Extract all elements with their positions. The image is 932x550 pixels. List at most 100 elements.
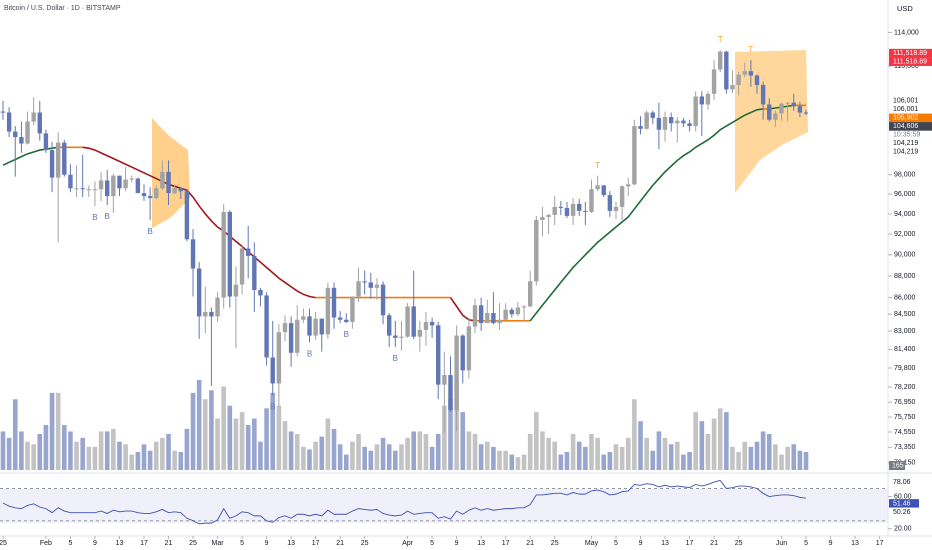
- volume-bar: [405, 437, 410, 470]
- candle-body: [154, 188, 159, 199]
- candle-body: [270, 357, 275, 384]
- x-tick-label: 13: [287, 540, 295, 547]
- x-tick-label: 9: [93, 540, 97, 547]
- volume-bar: [380, 437, 386, 470]
- y-tick-label: 114,000: [894, 29, 919, 36]
- candle-body: [791, 102, 796, 107]
- volume-bar: [644, 437, 649, 470]
- candle-body: [215, 297, 220, 317]
- rsi-badge-label: 50.26: [893, 509, 911, 516]
- x-tick-label: 5: [68, 540, 72, 547]
- volume-bar: [668, 444, 674, 470]
- volume-bar: [748, 446, 754, 470]
- volume-bar: [570, 434, 576, 470]
- x-tick-label: 5: [804, 540, 808, 547]
- candle-body: [626, 184, 631, 187]
- volume-bar: [564, 452, 570, 470]
- candle-body: [123, 179, 128, 189]
- price-badge: [889, 96, 932, 106]
- candle-body: [619, 186, 625, 207]
- signal-label: B: [92, 213, 97, 222]
- candle-body: [632, 126, 637, 185]
- y-tick-label: 88,000: [894, 273, 916, 280]
- volume-bar: [632, 399, 637, 470]
- candle-body: [460, 335, 465, 371]
- candle-body: [209, 311, 214, 317]
- volume-bar: [448, 399, 453, 470]
- volume-bar: [773, 444, 778, 470]
- signal-label: B: [393, 354, 398, 363]
- volume-bar: [68, 431, 73, 470]
- candle-body: [521, 306, 527, 308]
- volume-bar: [190, 392, 196, 470]
- candle-body: [754, 75, 760, 86]
- candle-body: [748, 71, 754, 76]
- price-badge-label: 111,518.89: [893, 50, 927, 57]
- volume-bar: [601, 454, 607, 470]
- volume-bar: [37, 434, 43, 470]
- volume-bar: [55, 392, 61, 470]
- candle-body: [767, 104, 772, 120]
- volume-bar: [350, 441, 355, 470]
- volume-bar: [123, 444, 128, 470]
- candle-body: [448, 375, 453, 411]
- price-badge: [889, 147, 932, 157]
- volume-bar: [215, 418, 220, 470]
- candle-body: [485, 313, 490, 324]
- candle-body: [276, 332, 282, 384]
- candle-body: [540, 216, 545, 220]
- volume-bar: [356, 434, 361, 470]
- x-tick-label: 9: [829, 540, 833, 547]
- candle-body: [613, 206, 619, 211]
- candle-body: [288, 323, 294, 353]
- y-tick-label: 94,000: [894, 211, 916, 218]
- candle-body: [55, 142, 61, 178]
- x-tick-label: 25: [0, 540, 7, 547]
- y-tick-label: 75,750: [894, 414, 916, 421]
- volume-bar: [337, 444, 343, 470]
- x-tick-label: Jun: [776, 540, 787, 547]
- x-tick-label: 13: [477, 540, 485, 547]
- volume-bar: [147, 450, 153, 470]
- volume-bar: [491, 446, 496, 470]
- candle-body: [141, 193, 147, 197]
- candle-body: [797, 106, 803, 113]
- x-tick-label: 17: [876, 540, 884, 547]
- projection-cone: [735, 50, 808, 193]
- volume-bar: [343, 454, 349, 470]
- volume-bar: [31, 444, 36, 470]
- volume-bar: [552, 441, 557, 470]
- candle-body: [736, 74, 741, 86]
- x-tick-label: 17: [140, 540, 148, 547]
- candle-body: [350, 296, 355, 322]
- volume-bar: [98, 431, 104, 470]
- price-badge: [889, 57, 932, 66]
- candle-body: [724, 51, 729, 90]
- rsi-badge: [889, 477, 919, 487]
- rsi-band: [0, 489, 888, 523]
- candle-body: [233, 284, 239, 297]
- candle-body: [62, 142, 67, 175]
- x-tick-label: Feb: [40, 540, 52, 547]
- candle-body: [43, 133, 49, 151]
- currency-label[interactable]: USD: [897, 4, 913, 13]
- volume-bar: [141, 444, 147, 470]
- candle-body: [337, 317, 343, 320]
- x-tick-label: 5: [430, 540, 434, 547]
- volume-bar: [515, 457, 521, 470]
- candle-body: [196, 268, 202, 317]
- volume-bar: [705, 434, 711, 470]
- price-badge-label: 104,219: [893, 149, 918, 156]
- volume-bar: [301, 446, 306, 470]
- candle-body: [681, 120, 686, 124]
- candle-body: [374, 284, 380, 288]
- candle-body: [527, 281, 533, 307]
- volume-bar: [638, 421, 643, 470]
- candle-body: [607, 195, 613, 211]
- candle-body: [74, 188, 79, 190]
- y-tick-label: 86,000: [894, 294, 916, 301]
- x-tick-label: Mar: [212, 540, 225, 547]
- volume-bar: [178, 452, 184, 470]
- candle-body: [478, 305, 484, 324]
- candle-body: [264, 295, 269, 358]
